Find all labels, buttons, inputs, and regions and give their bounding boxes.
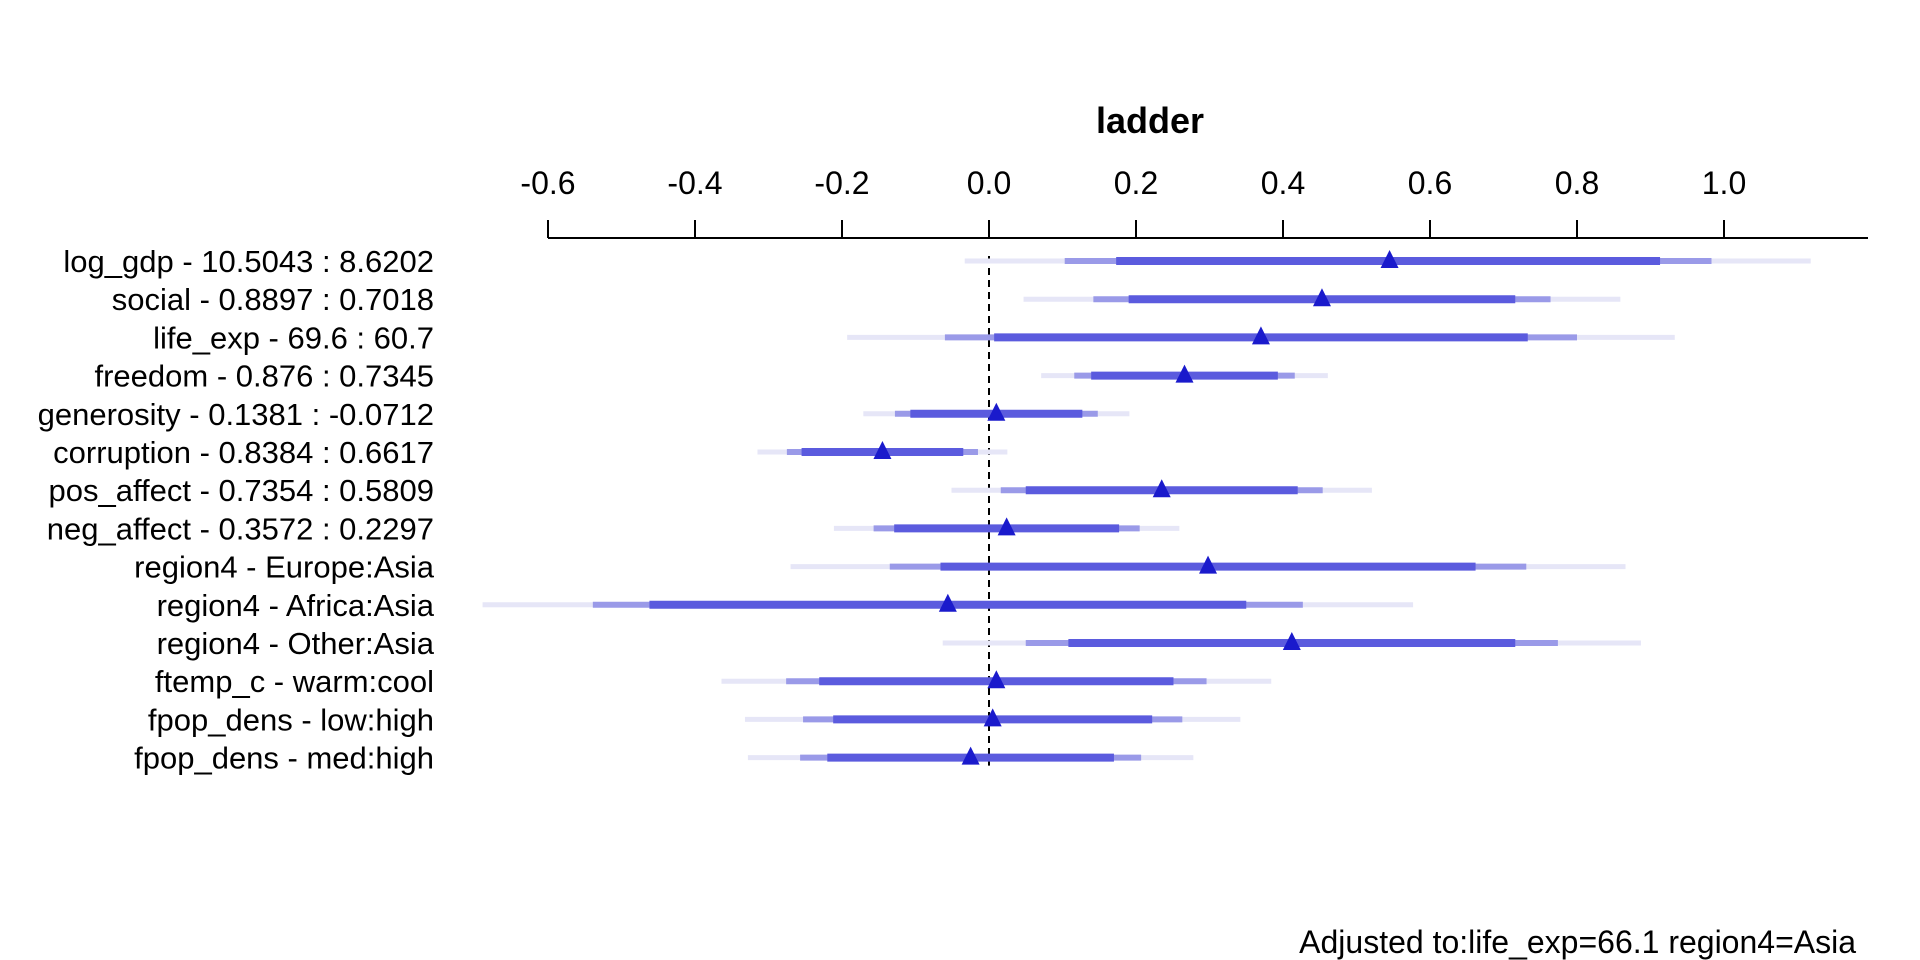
estimate-marker [1312, 288, 1331, 307]
row-label: generosity - 0.1381 : -0.0712 [38, 397, 434, 432]
estimate-marker [1199, 555, 1218, 574]
estimate-marker [1251, 326, 1270, 345]
effect-row: region4 - Africa:Asia [157, 588, 1414, 623]
row-label: freedom - 0.876 : 0.7345 [94, 359, 434, 394]
row-label: neg_affect - 0.3572 : 0.2297 [47, 511, 434, 546]
estimate-marker [987, 402, 1006, 421]
x-tick-label: 1.0 [1702, 165, 1746, 201]
effect-row: social - 0.8897 : 0.7018 [112, 282, 1621, 317]
effect-row: ftemp_c - warm:cool [155, 664, 1272, 699]
estimate-marker [873, 441, 892, 459]
effect-row: neg_affect - 0.3572 : 0.2297 [47, 511, 1180, 546]
estimate-marker [983, 708, 1002, 727]
effect-row: freedom - 0.876 : 0.7345 [94, 359, 1328, 394]
effect-row: region4 - Other:Asia [157, 626, 1641, 661]
estimate-marker [997, 517, 1016, 536]
estimate-marker [961, 746, 980, 765]
row-label: fpop_dens - low:high [148, 702, 434, 737]
row-label: region4 - Other:Asia [157, 626, 435, 661]
estimate-marker [987, 670, 1006, 689]
row-label: region4 - Europe:Asia [134, 550, 435, 585]
row-label: ftemp_c - warm:cool [155, 664, 434, 699]
effect-row: corruption - 0.8384 : 0.6617 [53, 435, 1008, 470]
effect-row: fpop_dens - med:high [134, 741, 1194, 776]
estimate-marker [1380, 250, 1399, 268]
estimate-marker [1282, 632, 1301, 650]
row-label: fpop_dens - med:high [134, 741, 434, 776]
x-tick-label: -0.2 [814, 165, 869, 201]
row-label: pos_affect - 0.7354 : 0.5809 [48, 473, 434, 508]
row-label: corruption - 0.8384 : 0.6617 [53, 435, 434, 470]
row-label: social - 0.8897 : 0.7018 [112, 282, 434, 317]
row-label: log_gdp - 10.5043 : 8.6202 [63, 244, 434, 279]
x-tick-label: 0.0 [967, 165, 1011, 201]
adjusted-note: Adjusted to:life_exp=66.1 region4=Asia [1299, 924, 1856, 960]
x-tick-label: 0.6 [1408, 165, 1452, 201]
estimate-marker [1175, 364, 1194, 383]
x-tick-label: 0.2 [1114, 165, 1158, 201]
chart-title: ladder [1096, 100, 1204, 141]
x-tick-label: 0.4 [1261, 165, 1305, 201]
x-tick-label: -0.4 [667, 165, 722, 201]
x-tick-label: 0.8 [1555, 165, 1599, 201]
effect-row: life_exp - 69.6 : 60.7 [153, 320, 1675, 355]
estimate-marker [1152, 479, 1171, 498]
effect-row: generosity - 0.1381 : -0.0712 [38, 397, 1130, 432]
row-label: region4 - Africa:Asia [157, 588, 435, 623]
estimate-marker [938, 593, 957, 612]
effect-row: log_gdp - 10.5043 : 8.6202 [63, 244, 1811, 279]
effect-row: pos_affect - 0.7354 : 0.5809 [48, 473, 1372, 508]
effect-row: region4 - Europe:Asia [134, 550, 1626, 585]
row-label: life_exp - 69.6 : 60.7 [153, 320, 434, 355]
effect-row: fpop_dens - low:high [148, 702, 1241, 737]
x-tick-label: -0.6 [520, 165, 575, 201]
x-axis: -0.6 -0.4 -0.2 0.0 0.2 0.4 0.6 0.8 1.0 [520, 165, 1868, 239]
